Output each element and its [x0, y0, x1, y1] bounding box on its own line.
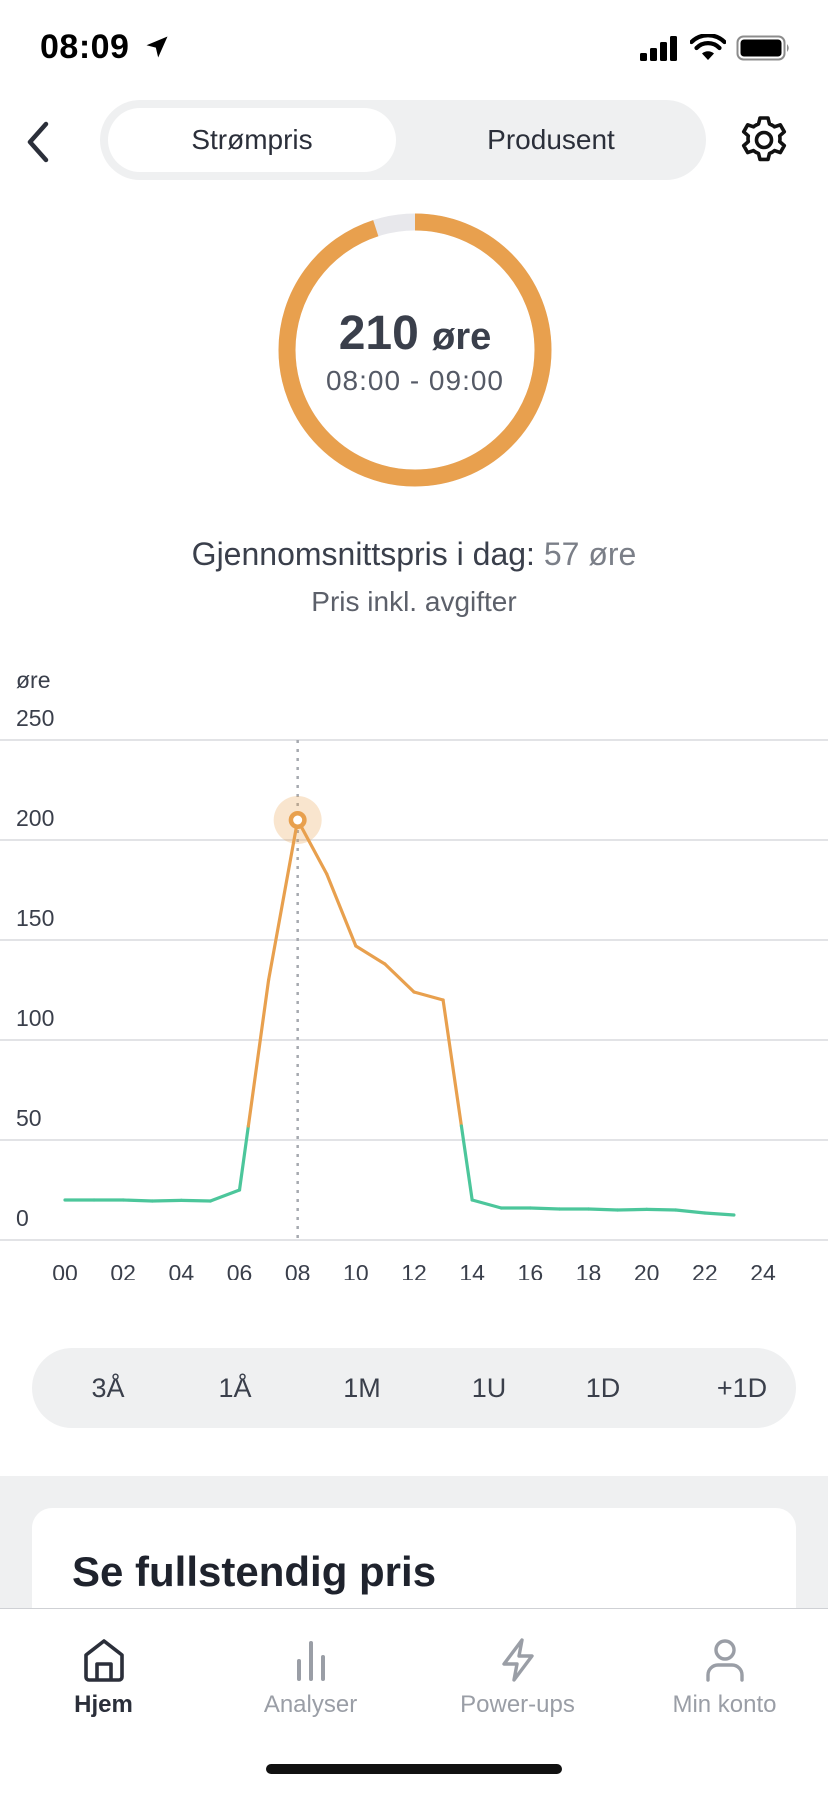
current-price-value: 210 — [338, 307, 419, 360]
price-line-segment — [246, 978, 271, 1128]
y-tick-label: 100 — [16, 1005, 54, 1031]
tab-min-konto[interactable]: Min konto — [621, 1637, 828, 1719]
price-line-segment — [703, 1211, 736, 1217]
back-button[interactable] — [20, 118, 60, 166]
price-ring — [278, 213, 552, 487]
average-price: Gjennomsnittspris i dag: 57 øre — [0, 536, 828, 573]
y-tick-label: 200 — [16, 805, 54, 831]
x-tick-label: 12 — [401, 1260, 427, 1280]
gear-icon — [741, 116, 787, 162]
settings-button[interactable] — [738, 114, 790, 166]
x-tick-label: 10 — [343, 1260, 369, 1280]
period-1w[interactable]: 1U — [471, 1372, 507, 1403]
wifi-icon — [690, 34, 726, 60]
tab-strompris[interactable]: Strømpris — [108, 108, 396, 172]
price-line-segment — [296, 818, 329, 876]
price-line-segment — [208, 1188, 242, 1203]
x-tick-label: 06 — [227, 1260, 253, 1280]
tab-home[interactable]: Hjem — [0, 1637, 207, 1719]
price-line-segment — [586, 1207, 620, 1212]
price-line-segment — [354, 944, 387, 966]
current-price-unit: øre — [432, 316, 492, 358]
status-time: 08:09 — [40, 28, 171, 67]
y-tick-label: 150 — [16, 905, 54, 931]
price-line-segment — [615, 1207, 649, 1212]
period-selector: 3Å 1Å 1M 1U 1D +1D — [32, 1348, 796, 1428]
price-line-segment — [179, 1198, 213, 1203]
period-3y[interactable]: 3Å — [91, 1372, 125, 1403]
current-price: 210 øre — [277, 306, 553, 361]
period-1m[interactable]: 1M — [343, 1372, 381, 1403]
price-line-segment — [266, 818, 300, 982]
tab-power-ups-label: Power-ups — [460, 1691, 575, 1718]
tab-bar: Hjem Analyser Power-ups Min konto — [0, 1608, 828, 1793]
tab-power-ups[interactable]: Power-ups — [414, 1637, 621, 1719]
price-line-segment — [528, 1206, 562, 1211]
x-tick-label: 24 — [750, 1260, 776, 1280]
tab-analyser-label: Analyser — [263, 1691, 358, 1718]
price-line-segment — [325, 872, 358, 948]
current-price-interval: 08:00 - 09:00 — [325, 365, 505, 396]
tab-produsent[interactable]: Produsent — [487, 124, 615, 155]
home-icon — [83, 1639, 124, 1682]
lightning-icon — [501, 1638, 534, 1682]
x-tick-label: 18 — [576, 1260, 602, 1280]
full-price-card-title: Se fullstendig pris — [72, 1548, 437, 1595]
y-axis-unit-label: øre — [16, 667, 51, 693]
cellular-signal-icon — [640, 36, 677, 61]
price-line-segment — [412, 990, 445, 1002]
home-indicator — [266, 1764, 562, 1774]
price-line-segment — [470, 1198, 503, 1210]
period-1y[interactable]: 1Å — [218, 1372, 252, 1403]
status-icons — [640, 34, 792, 62]
price-line-segment — [645, 1207, 678, 1212]
selected-point-center — [293, 815, 303, 825]
battery-icon — [736, 35, 789, 61]
x-tick-label: 14 — [459, 1260, 485, 1280]
x-tick-label: 22 — [692, 1260, 718, 1280]
tab-min-konto-label: Min konto — [672, 1691, 777, 1718]
x-tick-label: 00 — [52, 1260, 78, 1280]
price-line-segment — [674, 1208, 707, 1215]
price-line-segment — [150, 1198, 183, 1203]
y-tick-label: 250 — [16, 705, 54, 731]
chevron-left-icon — [27, 121, 49, 163]
period-plus-1d[interactable]: +1D — [716, 1372, 768, 1403]
price-note: Pris inkl. avgifter — [311, 586, 517, 617]
y-tick-label: 0 — [16, 1205, 29, 1231]
y-tick-label: 50 — [16, 1105, 42, 1131]
average-price-value: 57 øre — [543, 536, 637, 572]
location-arrow-icon — [146, 36, 168, 58]
segmented-control: Strømpris Produsent — [100, 100, 706, 180]
x-tick-label: 20 — [634, 1260, 660, 1280]
x-tick-label: 04 — [169, 1260, 195, 1280]
price-line-segment — [121, 1198, 154, 1203]
x-tick-label: 02 — [110, 1260, 136, 1280]
price-line-segment — [441, 998, 464, 1128]
x-tick-label: 08 — [285, 1260, 311, 1280]
tab-home-label: Hjem — [74, 1691, 133, 1718]
tab-analyser[interactable]: Analyser — [207, 1637, 414, 1719]
price-chart[interactable]: øre 0 50 100 150 200 250 00 02 04 06 08 10 12 14 16 18 20… — [0, 660, 828, 1280]
price-line-segment — [459, 1124, 474, 1202]
period-1d[interactable]: 1D — [585, 1372, 621, 1403]
average-price-label: Gjennomsnittspris i dag: — [191, 536, 535, 572]
price-line-segment — [383, 962, 416, 994]
ring-fill — [278, 213, 552, 487]
person-icon — [705, 1639, 744, 1682]
price-line-segment — [237, 1124, 250, 1192]
x-tick-label: 16 — [518, 1260, 544, 1280]
bar-chart-icon — [296, 1641, 325, 1681]
